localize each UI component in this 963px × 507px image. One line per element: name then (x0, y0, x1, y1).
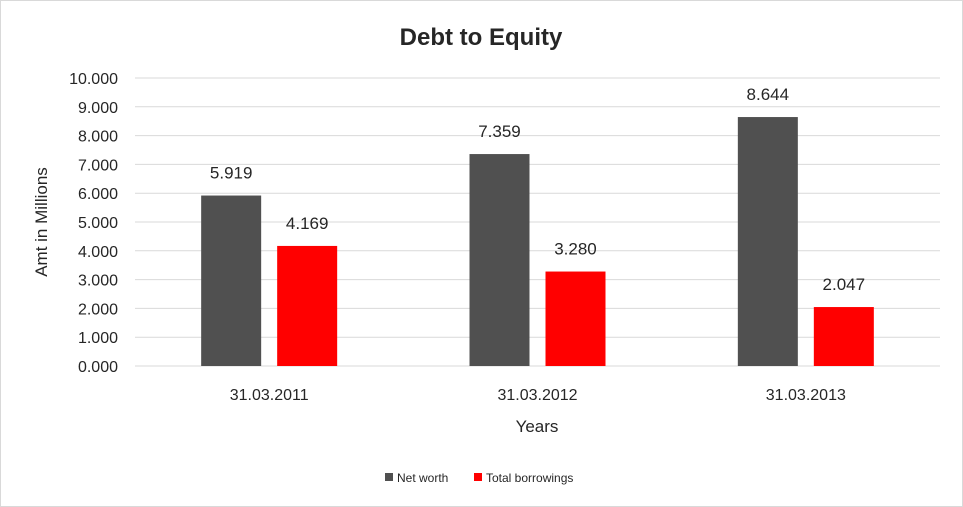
gridlines (135, 77, 940, 367)
y-tick-label: 4.000 (78, 244, 118, 261)
x-axis-title: Years (516, 417, 559, 436)
y-tick-label: 10.000 (69, 71, 118, 88)
y-tick-label: 5.000 (78, 215, 118, 232)
legend-swatch (474, 473, 482, 481)
y-tick-label: 0.000 (78, 359, 118, 376)
bar-net-worth (737, 117, 798, 367)
x-axis-ticks: 31.03.2011 31.03.2012 31.03.2013 (230, 387, 846, 404)
y-tick-label: 6.000 (78, 186, 118, 203)
legend-label: Net worth (397, 471, 448, 485)
x-tick-label: 31.03.2013 (766, 387, 846, 404)
legend-swatch (385, 473, 393, 481)
y-tick-label: 3.000 (78, 273, 118, 290)
data-label: 7.359 (478, 122, 521, 141)
bar-total-borrowings (545, 271, 606, 366)
y-tick-label: 2.000 (78, 301, 118, 318)
y-tick-label: 9.000 (78, 100, 118, 117)
data-label: 8.644 (747, 85, 790, 104)
data-label: 3.280 (554, 240, 597, 259)
y-tick-label: 1.000 (78, 330, 118, 347)
y-axis-title: Amt in Millions (32, 167, 51, 277)
x-tick-label: 31.03.2012 (497, 387, 577, 404)
y-tick-label: 7.000 (78, 157, 118, 174)
bars (201, 117, 874, 367)
data-labels: 5.919 4.169 7.359 3.280 8.644 2.047 (210, 85, 865, 294)
bar-total-borrowings (277, 245, 338, 366)
legend: Net worth Total borrowings (385, 471, 573, 485)
legend-label: Total borrowings (486, 471, 573, 485)
data-label: 5.919 (210, 164, 253, 183)
bar-total-borrowings (813, 307, 874, 366)
bar-net-worth (201, 195, 262, 366)
data-label: 4.169 (286, 214, 329, 233)
chart-title: Debt to Equity (400, 24, 563, 51)
y-tick-label: 8.000 (78, 129, 118, 146)
bar-net-worth (469, 154, 530, 366)
data-label: 2.047 (823, 275, 866, 294)
y-axis-ticks: 0.000 1.000 2.000 3.000 4.000 5.000 6.000 7.000… (69, 71, 118, 376)
x-tick-label: 31.03.2011 (230, 387, 309, 404)
